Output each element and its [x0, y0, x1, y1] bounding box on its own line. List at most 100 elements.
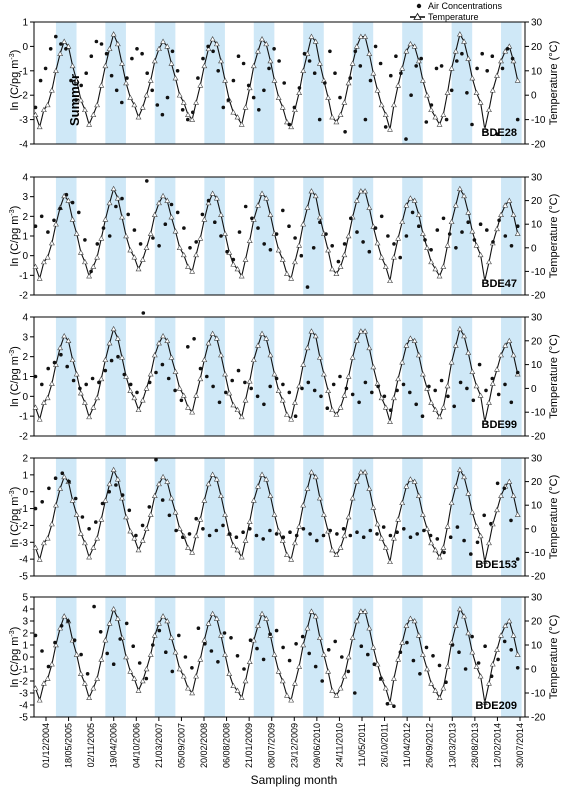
air-point [274, 376, 279, 381]
right-tick-label: 20 [531, 617, 543, 628]
temperature-point [147, 371, 154, 377]
air-point [373, 44, 378, 49]
left-tick-label: -2 [19, 91, 28, 102]
right-tick-label: -20 [531, 572, 546, 583]
air-point [224, 390, 228, 395]
air-point [437, 663, 442, 668]
temperature-point [135, 687, 142, 693]
temperature-point [176, 665, 183, 672]
air-point [282, 81, 287, 85]
temperature-point [275, 247, 282, 253]
temperature-point [143, 92, 150, 98]
summer-band [204, 317, 225, 436]
temperature-point [411, 617, 418, 624]
temperature-point [378, 101, 385, 108]
temperature-point [86, 273, 93, 279]
temperature-point [473, 663, 480, 669]
temperature-point [486, 258, 492, 265]
right-tick-label: 10 [531, 641, 543, 652]
x-tick-label: 26/09/2012 [425, 723, 435, 768]
temperature-point [185, 111, 191, 117]
air-point [120, 196, 124, 201]
temperature-point [436, 121, 443, 127]
air-point [248, 638, 253, 642]
temperature-point [304, 344, 311, 351]
temperature-point [424, 525, 431, 532]
temperature-point [469, 368, 476, 374]
left-tick-label: -2 [19, 291, 28, 302]
temperature-point [267, 492, 274, 498]
temperature-point [176, 385, 183, 391]
air-point [165, 95, 170, 100]
air-point [262, 88, 266, 93]
air-point [490, 54, 495, 58]
air-point [46, 230, 50, 234]
temperature-point [391, 535, 397, 541]
temperature-point [156, 480, 162, 487]
temperature-point [494, 506, 500, 513]
air-point [379, 676, 383, 681]
temperature-point [432, 266, 439, 272]
temperature-point [399, 499, 406, 506]
temperature-point [300, 67, 307, 74]
air-point [363, 117, 368, 122]
temperature-line [34, 187, 519, 281]
temperature-point [267, 211, 274, 217]
temperature-point [267, 58, 274, 64]
temperature-point [36, 123, 43, 130]
temperature-point [218, 492, 224, 498]
temperature-point [312, 38, 319, 44]
air-point [418, 672, 422, 676]
temperature-point [337, 544, 344, 550]
temperature-point [123, 373, 129, 379]
air-point [211, 384, 215, 389]
temperature-point [61, 333, 68, 339]
right-tick-label: 10 [531, 220, 543, 231]
temperature-point [337, 111, 344, 117]
x-axis-title: Sampling month [251, 773, 338, 787]
air-point [200, 212, 205, 217]
legend-air-marker [416, 3, 422, 9]
air-point [101, 226, 106, 230]
temperature-point [494, 225, 500, 232]
air-point [431, 654, 435, 658]
temperature-point [255, 342, 261, 348]
temperature-point [82, 106, 88, 113]
temperature-point [230, 682, 237, 689]
air-point [475, 66, 479, 71]
temperature-point [69, 497, 76, 503]
air-point [216, 660, 220, 664]
temperature-point [53, 67, 59, 74]
temperature-point [424, 244, 431, 251]
air-point [201, 527, 205, 531]
temperature-point [164, 43, 171, 49]
y-axis-title-right: Temperature (°C) [548, 41, 560, 125]
air-point [288, 530, 292, 534]
temperature-point [461, 473, 467, 480]
left-tick-label: 0 [22, 653, 28, 664]
air-point [428, 533, 433, 538]
temperature-point [465, 349, 472, 355]
air-point [70, 200, 75, 205]
summer-band [154, 22, 176, 144]
temperature-point [415, 58, 422, 64]
temperature-point [382, 685, 389, 691]
air-point [277, 59, 281, 63]
temperature-point [448, 218, 455, 225]
air-point [157, 628, 162, 633]
air-point [477, 362, 482, 367]
left-tick-label: 3 [22, 192, 28, 203]
air-point [414, 64, 419, 68]
air-point [301, 527, 306, 531]
air-point [408, 390, 412, 395]
temperature-point [329, 687, 336, 693]
air-point [114, 483, 118, 487]
air-point [157, 244, 161, 248]
air-point [254, 533, 259, 538]
temperature-point [160, 333, 166, 339]
air-point [221, 105, 226, 110]
temperature-point [284, 692, 290, 698]
air-point [183, 655, 188, 659]
temperature-point [255, 483, 261, 489]
